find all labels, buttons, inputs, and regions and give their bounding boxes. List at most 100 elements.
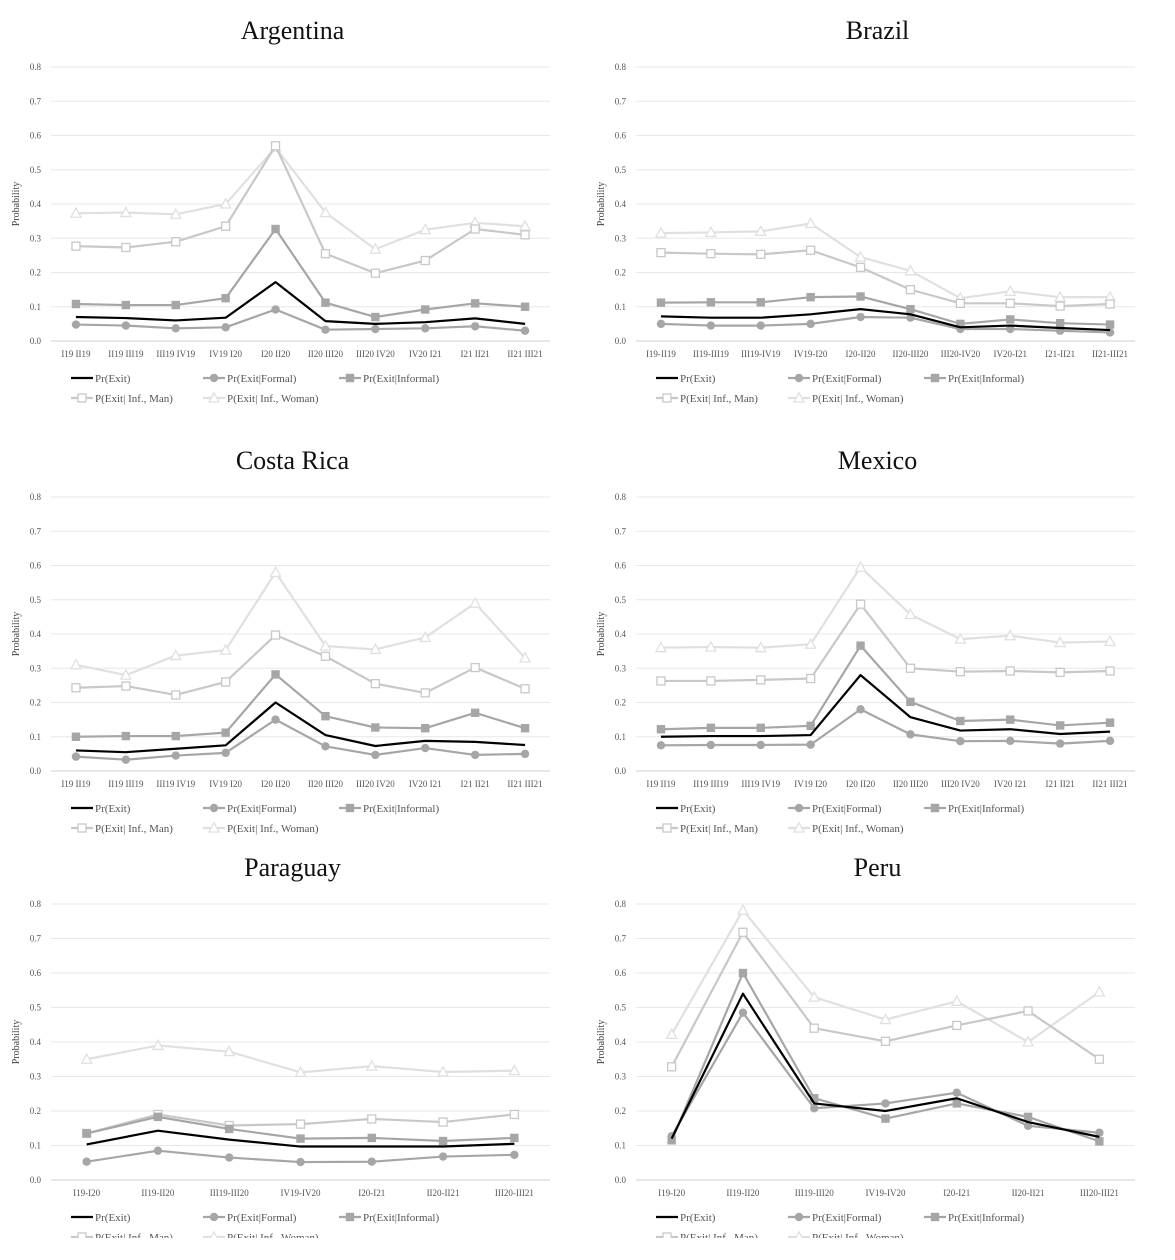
legend-label: Pr(Exit|Formal) xyxy=(227,1212,297,1224)
x-tick-label: III20 IV20 xyxy=(356,779,395,789)
x-tick-label: III20 IV20 xyxy=(356,349,395,359)
y-tick-label: 0.7 xyxy=(30,526,42,536)
y-tick-label: 0.5 xyxy=(615,1003,627,1013)
legend-label: P(Exit| Inf., Man) xyxy=(680,393,758,405)
x-tick-label: III20-IV20 xyxy=(941,349,981,359)
legend-label: Pr(Exit) xyxy=(95,803,131,815)
x-tick-label: IV19 I20 xyxy=(794,779,827,789)
chart-title: Argentina xyxy=(241,16,345,45)
y-tick-label: 0.1 xyxy=(30,1141,41,1151)
x-tick-label: IV19-IV20 xyxy=(281,1188,321,1198)
y-tick-label: 0.2 xyxy=(615,698,626,708)
y-axis-label: Probability xyxy=(11,182,22,226)
legend-label: P(Exit| Inf., Woman) xyxy=(227,1232,319,1238)
legend-label: P(Exit| Inf., Man) xyxy=(95,393,173,405)
legend-swatch-marker xyxy=(346,374,354,382)
chart-svg: Mexico0.00.10.20.30.40.50.60.70.8Probabi… xyxy=(590,435,1170,847)
data-point xyxy=(221,323,229,331)
y-tick-label: 0.5 xyxy=(30,595,42,605)
x-tick-label: IV20-I21 xyxy=(994,349,1028,359)
y-tick-label: 0.5 xyxy=(30,165,42,175)
x-tick-label: III19 IV19 xyxy=(741,779,780,789)
series-line xyxy=(76,146,525,273)
legend-swatch-marker xyxy=(346,1213,354,1221)
data-point xyxy=(271,305,279,313)
y-axis-label: Probability xyxy=(596,1020,607,1064)
data-point xyxy=(72,684,80,692)
data-point xyxy=(1006,299,1014,307)
series-line xyxy=(661,309,1110,330)
data-point xyxy=(72,242,80,250)
legend-label: Pr(Exit) xyxy=(95,1212,131,1224)
data-point xyxy=(272,142,280,150)
data-point xyxy=(371,680,379,688)
data-point xyxy=(122,321,130,329)
x-tick-label: II20-II21 xyxy=(1012,1188,1045,1198)
data-point xyxy=(667,1029,677,1038)
data-point xyxy=(956,717,964,725)
legend-swatch-marker xyxy=(663,1233,671,1238)
data-point xyxy=(807,675,815,683)
x-tick-label: II21 III21 xyxy=(1092,779,1127,789)
data-point xyxy=(421,305,429,313)
data-point xyxy=(368,1158,376,1166)
x-tick-label: I20-II20 xyxy=(846,349,876,359)
series-line xyxy=(76,282,525,324)
y-tick-label: 0.0 xyxy=(30,1175,42,1185)
x-tick-label: I20 II20 xyxy=(261,349,291,359)
chart-panel-paraguay: Paraguay 0.0 0.1 0.2 0.3 0.4 0.5 0.6 0.7 0.8 Proba… xyxy=(5,848,585,1260)
series-line xyxy=(661,250,1110,306)
x-tick-label: II19-III19 xyxy=(693,349,729,359)
x-tick-label: IV19 I20 xyxy=(209,349,242,359)
series-line xyxy=(661,604,1110,681)
x-tick-label: II20 III20 xyxy=(308,349,344,359)
x-tick-label: II19-II20 xyxy=(726,1188,759,1198)
data-point xyxy=(657,320,665,328)
legend-swatch-marker xyxy=(210,804,218,812)
data-point xyxy=(707,298,715,306)
data-point xyxy=(952,996,962,1005)
data-point xyxy=(510,1110,518,1118)
data-point xyxy=(757,741,765,749)
data-point xyxy=(757,321,765,329)
data-point xyxy=(757,724,765,732)
data-point xyxy=(806,293,814,301)
x-tick-label: III20-III21 xyxy=(495,1188,534,1198)
data-point xyxy=(1095,1137,1103,1145)
data-point xyxy=(882,1037,890,1045)
data-point xyxy=(221,728,229,736)
data-point xyxy=(510,1151,518,1159)
x-tick-label: IV19 I20 xyxy=(209,779,242,789)
series-line xyxy=(76,229,525,317)
data-point xyxy=(856,252,866,261)
data-point xyxy=(906,730,914,738)
y-tick-label: 0.0 xyxy=(30,766,42,776)
legend-swatch-marker xyxy=(209,1232,219,1238)
data-point xyxy=(906,286,914,294)
chart-title: Paraguay xyxy=(244,853,341,882)
legend-swatch-marker xyxy=(210,1213,218,1221)
data-point xyxy=(82,1129,90,1137)
data-point xyxy=(371,723,379,731)
data-point xyxy=(221,294,229,302)
data-point xyxy=(856,562,866,571)
data-point xyxy=(439,1137,447,1145)
y-tick-label: 0.2 xyxy=(30,268,41,278)
legend-label: P(Exit| Inf., Woman) xyxy=(227,393,319,405)
legend-label: Pr(Exit|Informal) xyxy=(363,373,439,385)
data-point xyxy=(271,567,281,576)
y-tick-label: 0.0 xyxy=(615,766,627,776)
x-tick-label: III19 IV19 xyxy=(156,349,195,359)
series-line xyxy=(661,224,1110,299)
data-point xyxy=(225,1125,233,1133)
data-point xyxy=(881,1114,889,1122)
legend-label: Pr(Exit) xyxy=(680,373,716,385)
x-tick-label: III19 IV19 xyxy=(156,779,195,789)
data-point xyxy=(421,689,429,697)
y-tick-label: 0.2 xyxy=(30,698,41,708)
data-point xyxy=(371,325,379,333)
data-point xyxy=(856,313,864,321)
data-point xyxy=(521,231,529,239)
legend-swatch-marker xyxy=(78,1233,86,1238)
data-point xyxy=(172,751,180,759)
